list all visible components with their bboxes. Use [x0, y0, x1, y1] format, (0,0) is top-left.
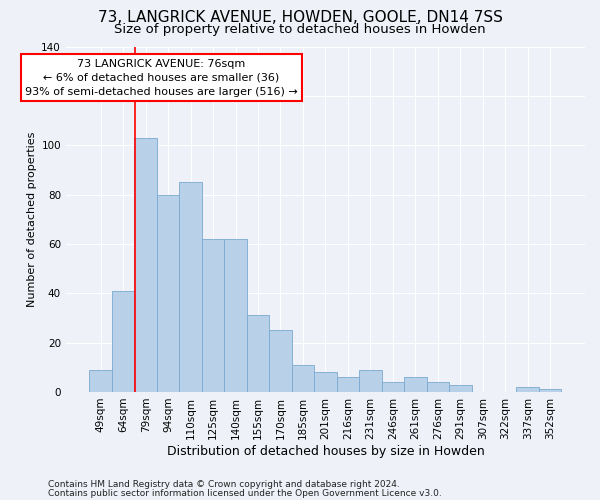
Bar [202, 239, 224, 392]
Bar [337, 377, 359, 392]
Bar [134, 138, 157, 392]
Y-axis label: Number of detached properties: Number of detached properties [27, 132, 37, 307]
X-axis label: Distribution of detached houses by size in Howden: Distribution of detached houses by size … [167, 444, 484, 458]
Text: Size of property relative to detached houses in Howden: Size of property relative to detached ho… [114, 22, 486, 36]
Bar [449, 384, 472, 392]
Bar [224, 239, 247, 392]
Text: 73, LANGRICK AVENUE, HOWDEN, GOOLE, DN14 7SS: 73, LANGRICK AVENUE, HOWDEN, GOOLE, DN14… [98, 10, 502, 25]
Text: Contains HM Land Registry data © Crown copyright and database right 2024.: Contains HM Land Registry data © Crown c… [48, 480, 400, 489]
Bar [112, 291, 134, 392]
Bar [517, 387, 539, 392]
Bar [359, 370, 382, 392]
Bar [427, 382, 449, 392]
Bar [89, 370, 112, 392]
Bar [539, 390, 562, 392]
Bar [269, 330, 292, 392]
Bar [404, 377, 427, 392]
Bar [292, 365, 314, 392]
Bar [314, 372, 337, 392]
Bar [179, 182, 202, 392]
Text: Contains public sector information licensed under the Open Government Licence v3: Contains public sector information licen… [48, 490, 442, 498]
Bar [247, 316, 269, 392]
Bar [157, 194, 179, 392]
Text: 73 LANGRICK AVENUE: 76sqm
← 6% of detached houses are smaller (36)
93% of semi-d: 73 LANGRICK AVENUE: 76sqm ← 6% of detach… [25, 59, 298, 97]
Bar [382, 382, 404, 392]
